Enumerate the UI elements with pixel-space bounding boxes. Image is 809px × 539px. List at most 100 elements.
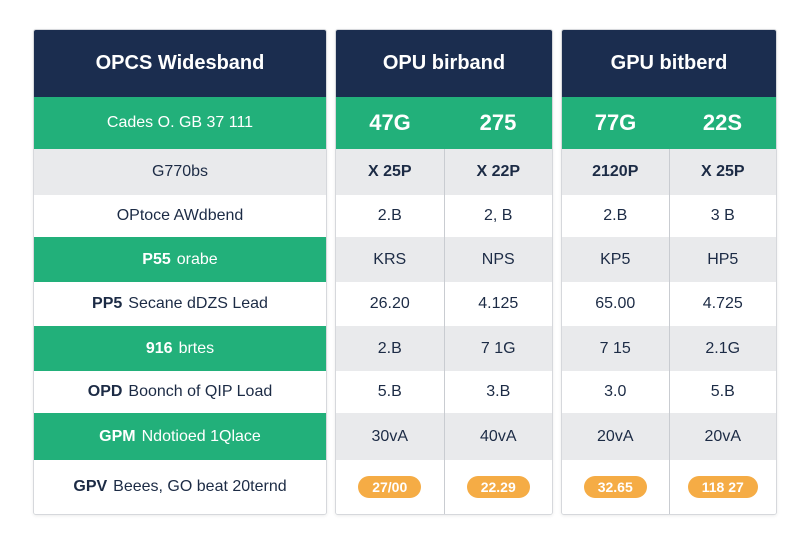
value-text: 65.00 (595, 295, 636, 312)
value-text: X 25P (700, 163, 745, 180)
value-text: 20vA (704, 427, 741, 445)
label-code: P55 (142, 250, 171, 268)
value-text: 5.B (710, 383, 735, 400)
left-panel: OPCS Widesband Cades O. GB 37 111 G770bs O… (33, 29, 327, 515)
data-row: 5.B 3.B (336, 371, 552, 413)
value-cell: 3.B (443, 371, 553, 413)
value-text: 2, B (484, 207, 513, 224)
label-text: Secane dDZS Lead (128, 295, 268, 312)
value-text: 2120P (592, 163, 639, 180)
value-text: 26.20 (369, 295, 410, 312)
value-cell: 27/00 (336, 460, 444, 514)
value-text: KRS (373, 250, 407, 268)
value-cell: 2.1G (668, 326, 777, 371)
label-text: Ndotioed 1Qlace (141, 427, 261, 445)
value-text: 40vA (480, 427, 517, 445)
data-row: 20vA 20vA (562, 413, 776, 460)
value-text: 2.B (603, 207, 628, 224)
value-cell: 3.0 (562, 371, 669, 413)
label-code: 916 (145, 339, 173, 357)
data-row: X 25P X 22P (336, 149, 552, 195)
top-row: 77G 22S (562, 97, 776, 149)
data-row: 2.B 7 1G (336, 326, 552, 371)
value-cell: 2120P (562, 149, 669, 195)
gpu-panel: GPU bitberd 77G 22S 2120P X 25P 2.B 3 B KP5 HP5… (561, 29, 777, 515)
value-pill: 27/00 (358, 476, 422, 498)
value-cell: 20vA (562, 413, 669, 460)
value-cell: 40vA (443, 413, 553, 460)
value-text: HP5 (707, 250, 739, 268)
value-cell: 26.20 (336, 282, 444, 326)
data-row: KRS NPS (336, 237, 552, 282)
value-cell: 22.29 (443, 460, 553, 514)
value-text: 5.B (377, 383, 402, 400)
value-text: 7 15 (599, 339, 631, 357)
value-cell: 275 (444, 97, 552, 149)
data-row: 65.00 4.725 (562, 282, 776, 326)
value-cell: 47G (336, 97, 444, 149)
label-text: OPtoce AWdbend (116, 207, 244, 224)
value-text: X 22P (476, 163, 521, 180)
value-cell: 7 1G (443, 326, 553, 371)
value-cell: 5.B (668, 371, 777, 413)
data-row: 30vA 40vA (336, 413, 552, 460)
value-text: 7 1G (480, 339, 516, 357)
value-text: 20vA (597, 427, 634, 445)
value-cell: 2.B (562, 195, 669, 237)
value-cell: 7 15 (562, 326, 669, 371)
label-text: orabe (176, 250, 218, 268)
value-cell: 2, B (443, 195, 553, 237)
label-row: OPD Boonch of QIP Load (34, 371, 326, 413)
value-cell: 2.B (336, 326, 444, 371)
value-pill: 22.29 (466, 476, 530, 498)
value-cell: KRS (336, 237, 444, 282)
data-row: KP5 HP5 (562, 237, 776, 282)
label-row: GPV Beees, GO beat 20ternd (34, 460, 326, 514)
label-row: 916 brtes (34, 326, 326, 371)
data-row: 3.0 5.B (562, 371, 776, 413)
data-row: 2120P X 25P (562, 149, 776, 195)
label-row: GPM Ndotioed 1Qlace (34, 413, 326, 460)
value-cell: 22S (669, 97, 776, 149)
value-cell: 5.B (336, 371, 444, 413)
value-cell: 4.125 (443, 282, 553, 326)
value-text: NPS (481, 250, 515, 268)
left-panel-title: OPCS Widesband (34, 30, 326, 97)
value-text: 2.1G (705, 339, 741, 357)
label-text: G770bs (151, 163, 209, 180)
label-text: Cades O. GB 37 111 (106, 114, 254, 131)
value-pill: 32.65 (583, 476, 647, 498)
value-cell: 32.65 (562, 460, 669, 514)
value-text: 30vA (371, 427, 408, 445)
label-code: GPV (73, 478, 108, 495)
label-row: OPtoce AWdbend (34, 195, 326, 237)
label-code: PP5 (92, 295, 123, 312)
data-row: 7 15 2.1G (562, 326, 776, 371)
value-text: 275 (479, 110, 517, 135)
label-row: Cades O. GB 37 111 (34, 97, 326, 149)
value-cell: KP5 (562, 237, 669, 282)
value-text: 4.725 (702, 295, 743, 312)
value-cell: 118 27 (668, 460, 777, 514)
top-row: 47G 275 (336, 97, 552, 149)
pill-row: 27/00 22.29 (336, 460, 552, 514)
value-cell: X 22P (443, 149, 553, 195)
data-row: 2.B 3 B (562, 195, 776, 237)
label-code: GPM (99, 427, 136, 445)
data-row: 26.20 4.125 (336, 282, 552, 326)
value-text: X 25P (367, 163, 412, 180)
value-cell: NPS (443, 237, 553, 282)
value-cell: 3 B (668, 195, 777, 237)
value-text: 2.B (377, 339, 402, 357)
value-cell: X 25P (336, 149, 444, 195)
value-text: 22S (702, 110, 743, 135)
value-text: 4.125 (478, 295, 519, 312)
label-row: PP5 Secane dDZS Lead (34, 282, 326, 326)
value-text: 3.B (486, 383, 511, 400)
gpu-panel-title: GPU bitberd (562, 30, 776, 97)
label-row: P55 orabe (34, 237, 326, 282)
value-pill: 118 27 (687, 476, 758, 498)
label-code: OPD (87, 383, 123, 400)
value-cell: 4.725 (668, 282, 777, 326)
value-cell: X 25P (668, 149, 777, 195)
